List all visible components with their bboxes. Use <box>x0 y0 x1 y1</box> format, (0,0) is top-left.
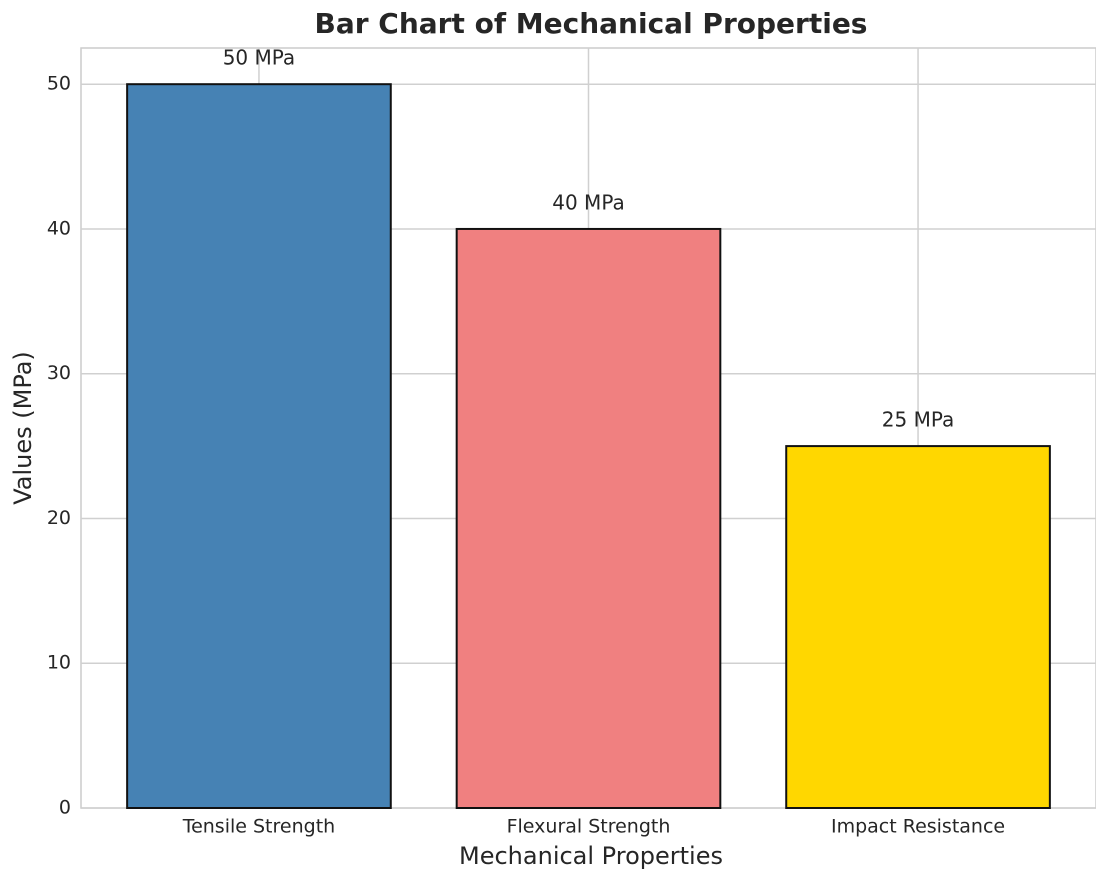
bar <box>785 445 1051 809</box>
y-tick-label: 10 <box>47 652 71 674</box>
x-tick-label: Flexural Strength <box>507 816 671 838</box>
value-label: 50 MPa <box>223 46 295 70</box>
x-tick-label: Tensile Strength <box>182 816 335 838</box>
x-axis-label: Mechanical Properties <box>459 842 723 870</box>
x-tick-label: Impact Resistance <box>831 816 1005 838</box>
chart-title: Bar Chart of Mechanical Properties <box>315 7 868 40</box>
y-tick-label: 0 <box>59 797 71 819</box>
bar <box>126 83 392 809</box>
value-label: 40 MPa <box>552 190 624 214</box>
y-tick-label: 20 <box>47 507 71 529</box>
y-tick-label: 30 <box>47 362 71 384</box>
bar <box>455 227 722 809</box>
y-tick-label: 40 <box>47 217 71 239</box>
y-axis-label: Values (MPa) <box>9 351 37 505</box>
y-tick-label: 50 <box>47 73 71 95</box>
value-label: 25 MPa <box>882 408 954 432</box>
